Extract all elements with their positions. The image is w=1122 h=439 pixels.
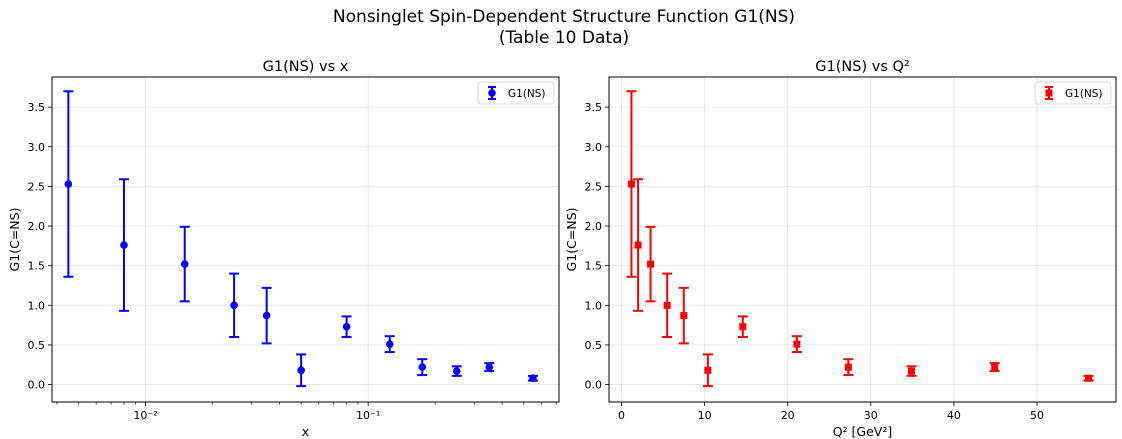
data-point (527, 374, 538, 383)
data-point (63, 90, 74, 278)
x-axis-label: x (302, 424, 309, 439)
marker-circle (180, 260, 189, 268)
marker-circle (120, 241, 128, 249)
data-point (484, 362, 495, 373)
x-tick-label: 30 (864, 409, 878, 422)
y-tick-label: 2.0 (28, 220, 46, 233)
data-point (1083, 374, 1094, 382)
y-tick-label: 2.0 (585, 220, 603, 233)
y-tick-label: 2.5 (28, 180, 46, 193)
x-tick-label: 0 (618, 409, 625, 422)
data-point (906, 365, 917, 377)
marker-square (991, 363, 999, 371)
x-tick-label: 10⁻¹ (356, 409, 380, 422)
legend-box (1034, 81, 1112, 105)
data-point (417, 358, 428, 377)
data-point (662, 272, 673, 338)
marker-circle (529, 374, 537, 383)
data-point (737, 315, 748, 338)
marker-square (663, 301, 671, 309)
y-tick-label: 0.0 (28, 379, 46, 392)
y-tick-label: 3.0 (585, 141, 603, 154)
legend-label: G1(NS) (508, 88, 546, 100)
y-tick-label: 1.0 (585, 299, 603, 312)
marker-circle (230, 301, 238, 310)
y-tick-label: 0.5 (585, 339, 603, 352)
y-tick-label: 3.5 (28, 101, 46, 114)
axes-frame (608, 76, 1117, 403)
marker-circle (485, 363, 494, 371)
legend-box (477, 81, 555, 105)
marker-square (739, 323, 747, 331)
marker-circle (418, 363, 427, 371)
marker-circle (342, 322, 351, 331)
data-point (261, 286, 272, 345)
marker-circle (452, 367, 461, 375)
marker-circle (385, 340, 394, 348)
plot-title: G1(NS) vs Q² (815, 59, 909, 75)
legend: G1(NS) (477, 81, 555, 105)
marker-square (627, 180, 635, 188)
data-point (678, 286, 689, 345)
marker-square (1085, 374, 1093, 382)
plot-g1ns-vs-x: 10⁻² 10⁻¹ 0.0 0.5 1.0 1.5 2.0 2.5 3.0 3.5 G1(NS) v… (7, 59, 560, 439)
data-point (989, 362, 1000, 373)
x-tick-label: 20 (781, 409, 795, 422)
figure-title-line2: (Table 10 Data) (499, 28, 629, 48)
data-point (179, 225, 190, 303)
y-tick-label: 0.0 (585, 379, 603, 392)
marker-square (793, 340, 801, 348)
x-tick-label: 50 (1030, 409, 1044, 422)
marker-circle (297, 366, 305, 375)
figure-title-line1: Nonsinglet Spin-Dependent Structure Func… (333, 7, 795, 27)
plot-title: G1(NS) vs x (263, 59, 349, 75)
y-tick-label: 1.5 (28, 260, 46, 273)
y-tick-label: 1.0 (28, 299, 46, 312)
legend-label: G1(NS) (1065, 88, 1103, 100)
x-tick-label: 40 (947, 409, 961, 422)
data-point (645, 225, 656, 303)
x-axis-label: Q² [GeV²] (833, 424, 893, 439)
data-point (633, 178, 644, 312)
data-point (229, 272, 240, 338)
y-axis-label: G1(C=NS) (564, 208, 579, 272)
y-tick-label: 1.5 (585, 260, 603, 273)
marker-circle (262, 311, 271, 320)
data-point (118, 178, 129, 312)
legend: G1(NS) (1034, 81, 1112, 105)
marker-square (704, 366, 712, 374)
legend-marker (1045, 89, 1053, 97)
y-tick-label: 0.5 (28, 339, 46, 352)
data-point (791, 335, 802, 354)
y-axis-label: G1(C=NS) (7, 208, 22, 272)
legend-marker (488, 89, 496, 97)
marker-square (844, 363, 852, 371)
y-tick-label: 3.0 (28, 141, 46, 154)
marker-square (680, 312, 688, 320)
data-point (626, 90, 637, 278)
data-point (702, 353, 713, 388)
data-point (843, 358, 854, 377)
axes-frame (51, 76, 560, 403)
data-point (341, 315, 352, 338)
marker-circle (64, 180, 73, 188)
data-point (384, 335, 395, 354)
x-tick-label: 10⁻² (133, 409, 157, 422)
y-tick-label: 3.5 (585, 101, 603, 114)
y-tick-label: 2.5 (585, 180, 603, 193)
marker-square (647, 260, 655, 268)
data-point (296, 353, 307, 388)
x-tick-label: 10 (698, 409, 712, 422)
plot-g1ns-vs-q2: 0 10 20 30 40 50 0.0 0.5 1.0 1.5 2.0 2.5 3.0 3.5 G1(NS… (564, 59, 1117, 439)
marker-square (634, 241, 642, 249)
marker-square (908, 367, 916, 375)
data-point (451, 365, 462, 377)
